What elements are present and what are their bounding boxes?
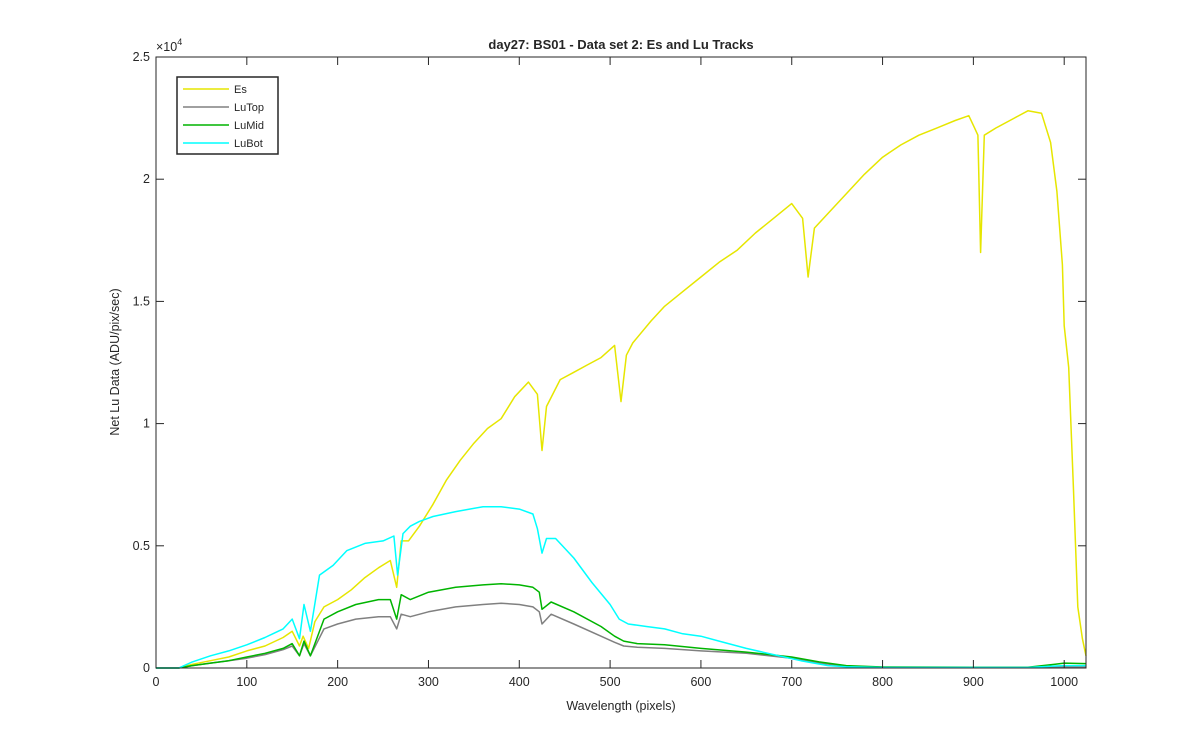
legend-label-lumid: LuMid [234,120,264,132]
x-tick-label: 200 [327,675,348,689]
series-layer [156,110,1087,669]
y-exponent-power: 4 [177,37,182,47]
legend-box [176,76,279,155]
y-tick-label: 1 [143,417,150,431]
x-axis-ticks: 0 100 200 300 400 500 600 700 800 900 1000 [153,57,1078,689]
y-tick-label: 0.5 [133,539,150,553]
legend-entries: Es LuTop LuMid LuBot [183,84,264,150]
plot-frame [155,56,1087,669]
x-tick-label: 1000 [1050,675,1078,689]
x-tick-label: 600 [690,675,711,689]
x-tick-label: 900 [963,675,984,689]
legend: Es LuTop LuMid LuBot [176,76,279,155]
legend-label-es: Es [234,84,247,96]
x-tick-label: 300 [418,675,439,689]
x-tick-label: 400 [509,675,530,689]
y-axis-label: Net Lu Data (ADU/pix/sec) [108,288,122,435]
chart-title: day27: BS01 - Data set 2: Es and Lu Trac… [488,37,753,52]
legend-label-lutop: LuTop [234,102,264,114]
x-tick-label: 500 [600,675,621,689]
y-axis-exponent: ×104 [156,37,182,54]
x-tick-label: 700 [781,675,802,689]
y-exponent-base: ×10 [156,40,177,54]
series-line-lutop [156,602,1087,669]
series-line-es [156,110,1087,669]
plot-background [156,57,1086,668]
y-tick-label: 1.5 [133,294,150,308]
x-tick-label: 100 [236,675,257,689]
legend-label-lubot: LuBot [234,138,263,150]
x-tick-label: 800 [872,675,893,689]
y-axis-ticks: 0 0.5 1 1.5 2 2.5 [133,50,1086,675]
series-line-lubot [156,505,1086,669]
y-tick-label: 2.5 [133,50,150,64]
x-axis-label: Wavelength (pixels) [566,699,675,713]
y-tick-label: 0 [143,661,150,675]
y-tick-label: 2 [143,172,150,186]
x-tick-label: 0 [153,675,160,689]
series-line-lumid [156,582,1087,669]
